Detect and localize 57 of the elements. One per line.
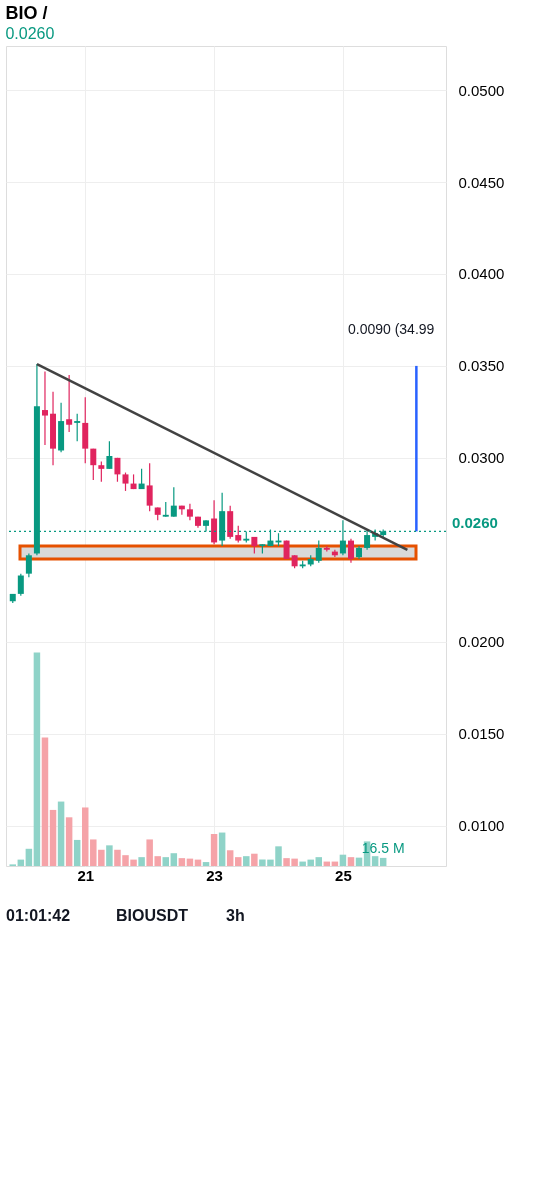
bar <box>202 862 210 866</box>
bar <box>81 807 89 866</box>
bar <box>243 856 250 866</box>
x-tick-label: 21 <box>77 866 95 884</box>
bar <box>33 652 41 866</box>
x-tick-label: 23 <box>206 866 223 884</box>
y-tick-label: 0.0200 <box>458 633 505 651</box>
candlestick <box>17 573 24 597</box>
bar <box>138 857 145 866</box>
candlestick <box>106 440 113 470</box>
bar <box>226 850 234 866</box>
y-tick-label: 0.0100 <box>458 817 505 835</box>
bar <box>371 856 379 866</box>
bar <box>218 832 226 866</box>
bar <box>41 737 49 866</box>
y-tick-label: 0.0350 <box>458 357 505 375</box>
ref-line-label: 0.0260 <box>452 514 498 532</box>
bar <box>251 853 258 866</box>
x-tick-label: 25 <box>335 866 352 884</box>
y-tick-label: 0.0400 <box>458 265 505 283</box>
text: 01:01:42 <box>6 907 71 924</box>
bar <box>162 857 170 866</box>
candlestick <box>66 374 73 433</box>
candlestick <box>25 552 32 578</box>
annotation: 0.0090 (34.99 <box>347 320 435 337</box>
candlestick <box>315 539 322 564</box>
chart-title: BIO / <box>5 3 48 23</box>
bar <box>347 857 355 866</box>
candlestick <box>170 486 177 518</box>
y-tick-label: 0.0150 <box>458 725 505 743</box>
candlestick <box>146 462 153 512</box>
bar <box>106 845 113 866</box>
bar <box>379 857 387 866</box>
y-tick-label: 0.0500 <box>458 81 505 99</box>
text: BIOUSDT <box>116 907 189 924</box>
bar <box>210 834 218 866</box>
y-tick-label: 0.0450 <box>458 173 505 191</box>
candlestick <box>347 538 354 564</box>
chart-subtitle: 0.0260 <box>5 25 55 42</box>
bar <box>57 801 65 866</box>
bar <box>315 857 323 866</box>
candlestick <box>98 460 105 483</box>
candlestick <box>41 370 48 446</box>
candlestick <box>74 413 81 442</box>
bar <box>234 857 242 866</box>
bar <box>73 839 81 866</box>
candlestick <box>90 448 97 481</box>
data-label: 16.5 M <box>361 839 405 856</box>
bar <box>178 858 186 866</box>
candlestick <box>211 499 218 545</box>
text: 3h <box>226 907 245 924</box>
candlestick <box>122 471 129 492</box>
bar <box>25 848 33 866</box>
bar <box>49 809 57 866</box>
y-tick-label: 0.0300 <box>458 449 505 467</box>
bar <box>65 817 73 866</box>
bar <box>170 853 178 866</box>
